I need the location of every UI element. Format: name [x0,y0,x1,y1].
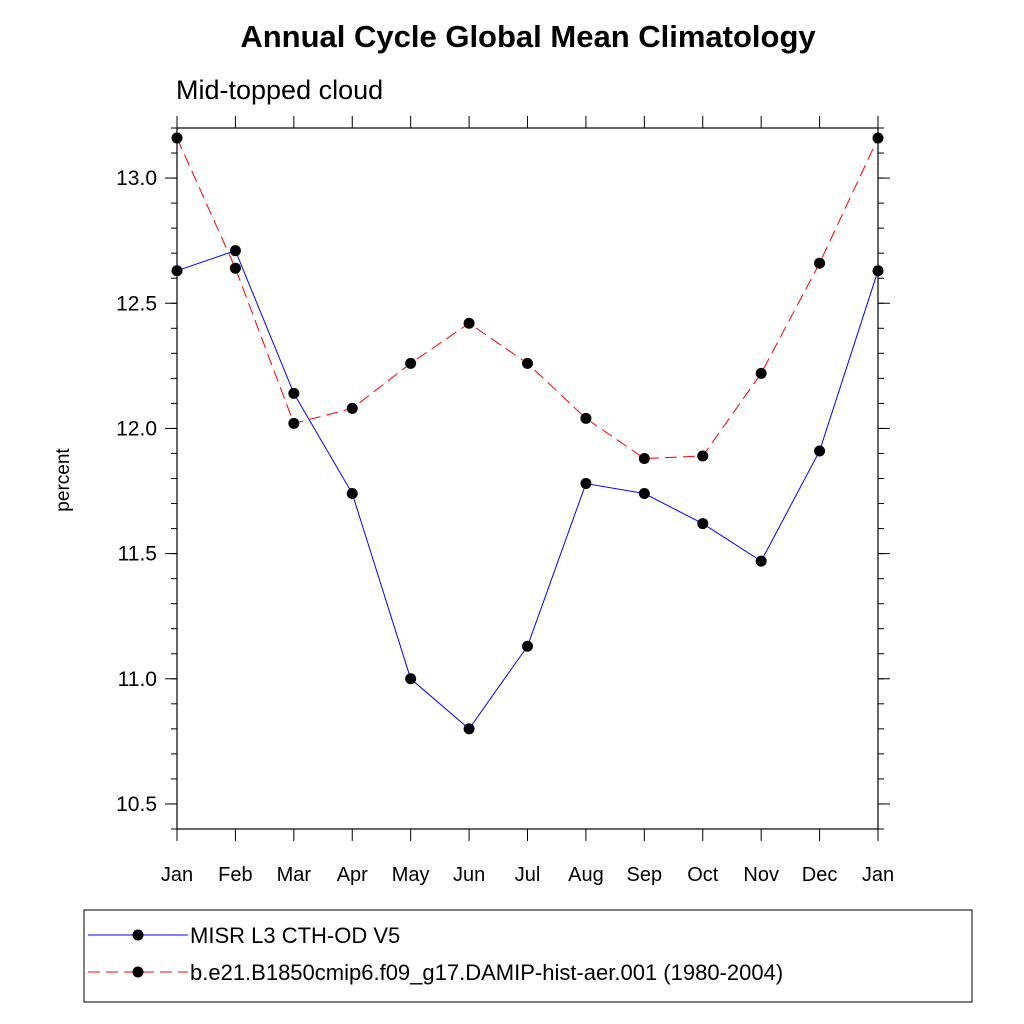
x-tick-label: Jun [453,864,485,886]
data-point [814,445,826,457]
data-point [405,673,417,685]
data-point [580,478,592,490]
series-group [171,132,884,735]
data-point [463,723,475,735]
x-tick-label: May [392,864,430,886]
data-point [755,367,767,379]
data-point [872,265,884,277]
chart-title: Annual Cycle Global Mean Climatology [240,19,816,54]
legend-box [83,909,973,1003]
series-line-0 [176,250,879,730]
x-tick-label: Jul [515,864,541,886]
x-tick-label: Sep [627,864,663,886]
data-point [638,452,650,464]
y-tick-label: 12.5 [116,292,157,315]
data-point [872,132,884,144]
data-point [755,555,767,567]
data-point [580,412,592,424]
legend-marker [132,929,144,941]
x-tick-label: Apr [337,864,368,886]
y-tick-label: 13.0 [116,167,157,190]
legend-marker [132,966,144,978]
legend: MISR L3 CTH-OD V5 b.e21.B1850cmip6.f09_g1… [83,909,973,1003]
data-point [522,640,533,652]
data-point [229,245,241,257]
legend-label: b.e21.B1850cmip6.f09_g17.DAMIP-hist-aer.… [190,960,783,985]
data-point [288,387,300,399]
data-point [171,265,183,277]
x-tick-label: Nov [743,864,779,886]
y-tick-label: 10.5 [116,793,157,816]
data-point [463,317,475,329]
legend-label: MISR L3 CTH-OD V5 [190,923,400,948]
x-tick-label: Jan [161,864,193,886]
x-tick-label: Mar [277,864,312,886]
x-tick-label: Feb [218,864,252,886]
x-tick-label: Aug [568,864,604,886]
data-point [522,357,533,369]
data-point [229,262,241,274]
y-tick-label: 11.5 [118,543,157,566]
y-tick-label: 12.0 [116,417,157,440]
plot-frame [176,127,879,830]
axes: Jan Feb Mar Apr May Jun Jul Aug Sep Oct Nov Dec Jan 1… [116,116,894,886]
chart-subtitle: Mid-topped cloud [176,75,383,105]
data-point [171,132,183,144]
data-point [405,357,417,369]
data-point [814,257,826,269]
y-tick-label: 11.0 [118,668,157,691]
data-point [346,402,358,414]
data-point [697,450,709,462]
data-point [346,488,358,500]
series-line-1 [176,137,879,459]
data-point [697,518,709,530]
data-point [288,417,300,429]
y-axis-label: percent [53,448,74,512]
x-tick-label: Dec [802,864,838,886]
x-tick-label: Jan [862,864,894,886]
data-point [638,488,650,500]
x-tick-label: Oct [687,864,719,886]
